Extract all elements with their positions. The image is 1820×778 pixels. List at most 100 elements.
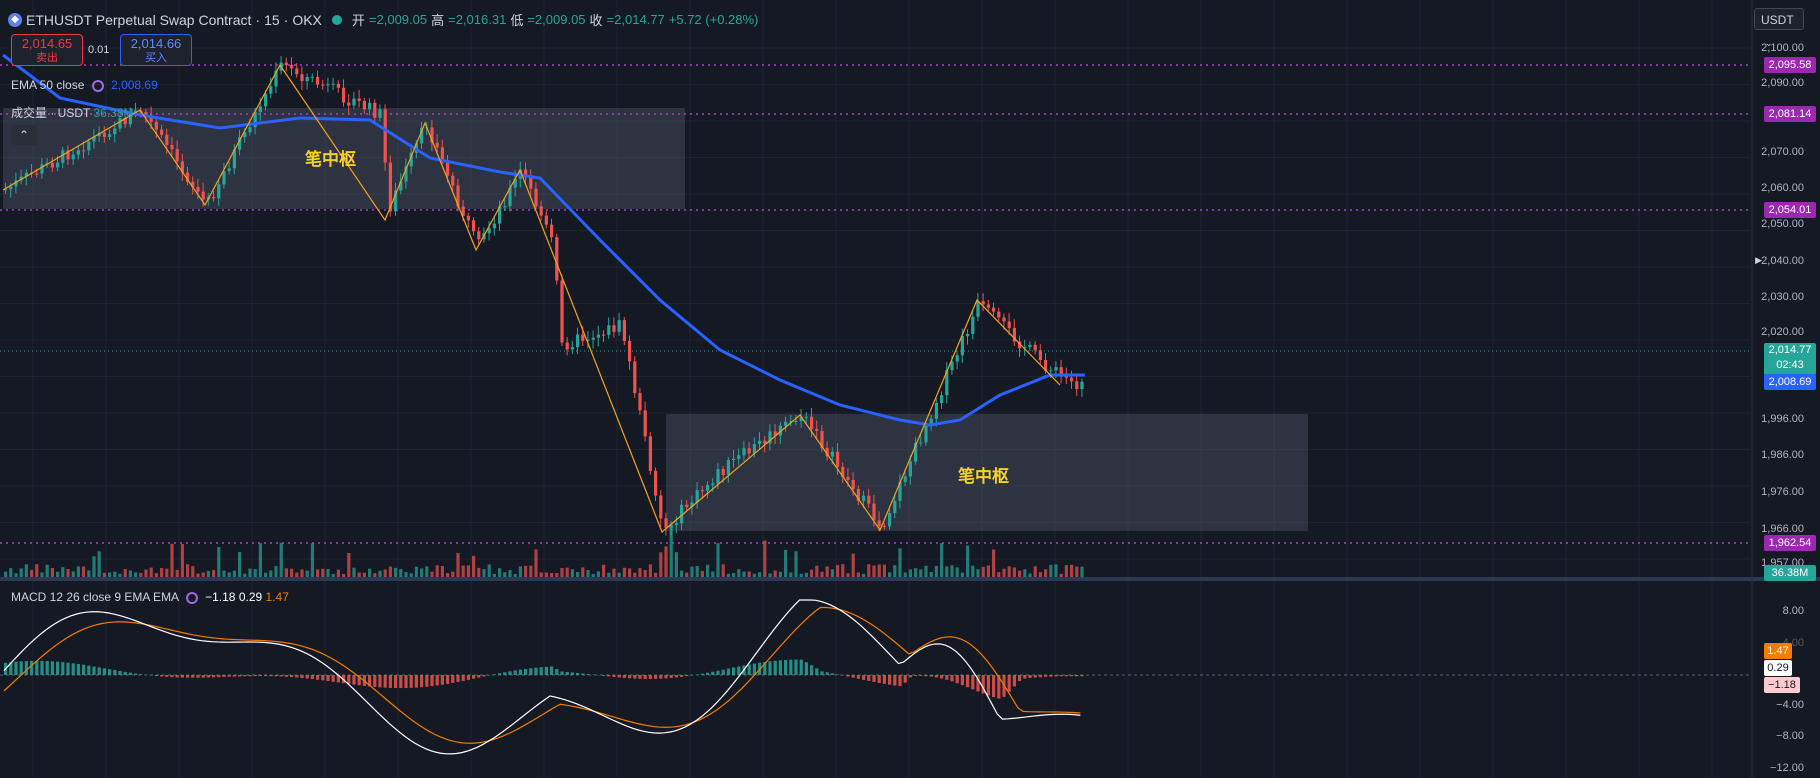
volume-bar xyxy=(71,571,75,577)
volume-bar xyxy=(966,545,970,577)
macd-hist-bar xyxy=(960,675,964,686)
volume-bar xyxy=(898,548,902,577)
candle-body xyxy=(784,421,788,426)
candle-body xyxy=(24,172,28,177)
macd-hist-bar xyxy=(534,667,538,675)
interval[interactable]: 15 xyxy=(264,11,280,28)
candle-body xyxy=(35,173,39,175)
macd-hist-bar xyxy=(290,675,294,678)
macd-hist-bar xyxy=(1064,675,1068,677)
ema-50-line[interactable] xyxy=(2,53,1085,427)
pane-separator[interactable] xyxy=(0,577,1820,581)
volume-bar xyxy=(695,566,699,577)
candle-body xyxy=(238,137,242,150)
volume-bar xyxy=(919,569,923,577)
candle-body xyxy=(487,228,491,234)
volume-bar xyxy=(732,573,736,577)
volume-bar xyxy=(986,565,990,577)
volume-bar xyxy=(758,572,762,577)
volume-bar xyxy=(945,566,949,577)
volume-bar xyxy=(482,569,486,577)
candle-body xyxy=(50,163,54,168)
currency-select[interactable]: USDT ⌄ xyxy=(1754,8,1804,48)
volume-bar xyxy=(274,566,278,577)
ema-price-badge: 2,008.69 xyxy=(1764,374,1816,390)
volume-legend[interactable]: 成交量 · USDT 36.38M xyxy=(11,104,134,121)
candle-body xyxy=(882,525,886,527)
macd-hist-bar xyxy=(929,675,933,677)
candle-body xyxy=(212,197,216,199)
volume-bar xyxy=(992,549,996,577)
macd-hist-bar xyxy=(955,675,959,684)
buy-button[interactable]: 2,014.66 买入 xyxy=(120,34,192,66)
volume-bar xyxy=(56,571,60,577)
macd-hist-bar xyxy=(414,675,418,688)
macd-hist-bar xyxy=(461,675,465,681)
candle-body xyxy=(617,320,621,332)
macd-hist-bar xyxy=(30,660,34,675)
macd-hist-bar xyxy=(1075,675,1079,677)
macd-hist-bar xyxy=(154,675,158,677)
sell-button[interactable]: 2,014.65 卖出 xyxy=(11,34,83,66)
candle-body xyxy=(700,490,704,492)
volume-bar xyxy=(477,567,481,577)
volume-bar xyxy=(784,549,788,577)
macd-tick: 8.00 xyxy=(1782,605,1804,617)
macd-hist-bar xyxy=(134,673,138,675)
macd-hist-bar xyxy=(799,659,803,675)
collapse-legend-button[interactable]: ⌃ xyxy=(11,125,37,145)
macd-hist-bar xyxy=(898,675,902,687)
candle-body xyxy=(1059,367,1063,376)
macd-hist-bar xyxy=(1023,675,1027,679)
volume-bar xyxy=(310,543,314,577)
volume-bar xyxy=(1080,566,1084,577)
candle-body xyxy=(222,171,226,185)
volume-bar xyxy=(1023,569,1027,577)
candle-body xyxy=(919,442,923,444)
symbol-name[interactable]: ETHUSDT Perpetual Swap Contract xyxy=(26,11,252,28)
volume-bar xyxy=(503,572,507,577)
volume-bar xyxy=(555,573,559,577)
ema-legend[interactable]: EMA 50 close 2,008.69 xyxy=(11,78,158,92)
volume-bar xyxy=(108,572,112,577)
candle-body xyxy=(1007,321,1011,329)
candle-body xyxy=(336,83,340,88)
macd-hist-bar xyxy=(862,675,866,680)
volume-bar xyxy=(30,569,34,577)
volume-bar xyxy=(404,571,408,577)
candle-body xyxy=(368,102,372,110)
volume-bar xyxy=(206,570,210,577)
bi-zigzag-line[interactable] xyxy=(2,63,1061,534)
macd-hist-bar xyxy=(160,675,164,677)
open-label: 开 xyxy=(351,13,365,28)
candle-body xyxy=(888,512,892,527)
candle-body xyxy=(602,334,606,336)
candle-body xyxy=(186,172,190,182)
macd-hist-bar xyxy=(981,675,985,694)
candle-body xyxy=(316,76,320,85)
macd-hist-bar xyxy=(1033,675,1037,678)
candle-body xyxy=(1080,381,1084,390)
macd-line xyxy=(3,599,1081,755)
macd-legend[interactable]: MACD 12 26 close 9 EMA EMA −1.18 0.29 1.… xyxy=(11,590,289,604)
macd-hist-bar xyxy=(737,666,741,675)
candle-body xyxy=(789,421,793,423)
loading-icon xyxy=(91,79,104,92)
symbol-header[interactable]: ◆ ETHUSDT Perpetual Swap Contract · 15 ·… xyxy=(8,10,758,29)
macd-hist-bar xyxy=(430,675,434,687)
macd-hist-bar xyxy=(420,675,424,688)
macd-hist-bar xyxy=(820,671,824,675)
macd-hist-bar xyxy=(300,675,304,678)
volume-bar xyxy=(654,572,658,577)
macd-hist-bar xyxy=(118,671,122,675)
macd-hist-bar xyxy=(581,673,585,675)
macd-hist-bar xyxy=(352,675,356,685)
macd-hist-bar xyxy=(711,671,715,675)
candle-body xyxy=(732,458,736,461)
volume-bar xyxy=(82,566,86,577)
play-arrow-icon[interactable]: ▶ xyxy=(1755,255,1762,265)
volume-bar xyxy=(76,566,80,577)
macd-hist-bar xyxy=(986,675,990,696)
volume-bar xyxy=(373,573,377,577)
